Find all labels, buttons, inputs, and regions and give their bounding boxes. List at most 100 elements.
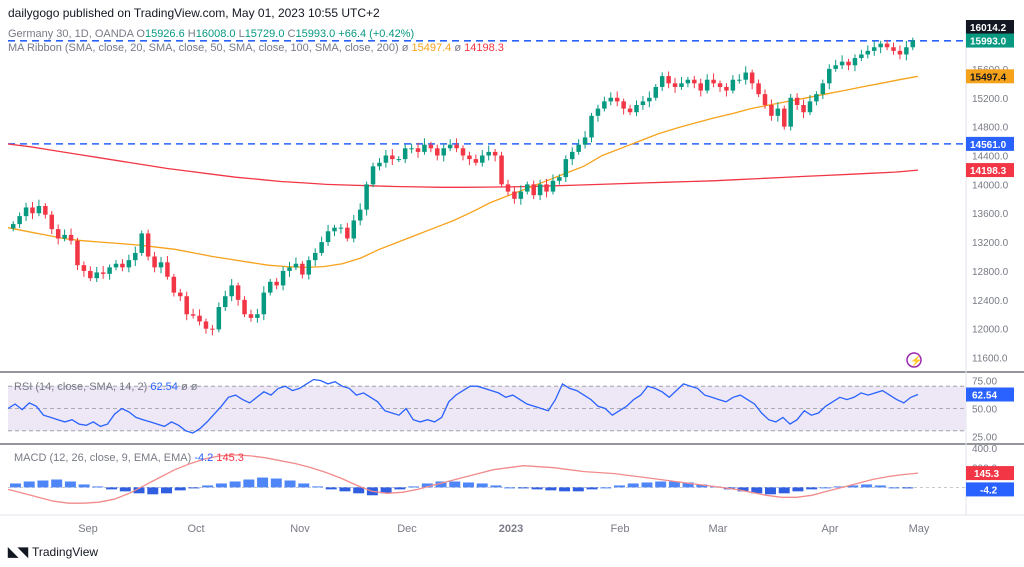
candle-body[interactable]	[435, 148, 440, 156]
candle-body[interactable]	[550, 180, 556, 192]
macd-histogram-bar[interactable]	[778, 487, 790, 494]
candle-body[interactable]	[23, 207, 29, 217]
candle-body[interactable]	[569, 151, 575, 160]
candle-body[interactable]	[133, 252, 138, 261]
candle-body[interactable]	[338, 227, 344, 229]
candle-body[interactable]	[235, 285, 241, 300]
macd-histogram-bar[interactable]	[229, 481, 241, 488]
candle-body[interactable]	[871, 47, 877, 51]
macd-histogram-bar[interactable]	[586, 487, 598, 490]
ma200-line[interactable]	[7, 143, 919, 188]
rsi-line[interactable]	[7, 378, 919, 434]
candle-body[interactable]	[647, 97, 652, 102]
candle-body[interactable]	[242, 299, 247, 315]
macd-histogram-bar[interactable]	[380, 487, 392, 494]
macd-histogram-bar[interactable]	[298, 483, 310, 488]
candle-body[interactable]	[178, 292, 183, 297]
candle-body[interactable]	[383, 155, 389, 163]
candle-body[interactable]	[839, 61, 845, 66]
candle-body[interactable]	[306, 260, 312, 275]
candle-body[interactable]	[833, 65, 838, 69]
candle-body[interactable]	[801, 104, 806, 113]
macd-histogram-bar[interactable]	[614, 485, 625, 488]
candle-body[interactable]	[666, 76, 671, 84]
macd-histogram-bar[interactable]	[641, 482, 653, 488]
macd-histogram-bar[interactable]	[353, 487, 365, 494]
candle-body[interactable]	[377, 162, 382, 167]
candle-body[interactable]	[454, 144, 459, 149]
tradingview-brand[interactable]: ◣◥ TradingView	[8, 544, 98, 560]
macd-histogram-bar[interactable]	[531, 487, 543, 490]
candle-body[interactable]	[75, 240, 80, 266]
candle-body[interactable]	[190, 314, 196, 316]
candle-body[interactable]	[614, 97, 620, 102]
candle-body[interactable]	[126, 260, 132, 268]
macd-histogram-bar[interactable]	[449, 481, 461, 488]
candle-body[interactable]	[827, 68, 832, 84]
candle-body[interactable]	[287, 267, 292, 271]
candle-body[interactable]	[107, 267, 112, 274]
candle-body[interactable]	[627, 108, 633, 113]
macd-histogram-bar[interactable]	[682, 482, 694, 488]
candle-body[interactable]	[152, 256, 157, 268]
macd-histogram-bar[interactable]	[408, 486, 420, 488]
candle-body[interactable]	[492, 151, 498, 156]
candle-body[interactable]	[897, 50, 903, 55]
candle-body[interactable]	[100, 272, 106, 274]
candle-body[interactable]	[274, 281, 279, 286]
candle-body[interactable]	[364, 184, 369, 210]
candle-body[interactable]	[184, 296, 189, 315]
macd-histogram-bar[interactable]	[504, 487, 516, 489]
candle-body[interactable]	[891, 47, 896, 51]
candle-body[interactable]	[261, 292, 267, 315]
candle-body[interactable]	[30, 207, 35, 214]
macd-histogram-bar[interactable]	[861, 484, 873, 488]
candle-body[interactable]	[595, 108, 601, 116]
candle-body[interactable]	[531, 184, 536, 196]
macd-histogram-bar[interactable]	[833, 486, 845, 488]
candle-body[interactable]	[653, 86, 659, 98]
candle-body[interactable]	[49, 214, 55, 230]
candle-body[interactable]	[505, 184, 511, 192]
candle-body[interactable]	[17, 216, 22, 225]
candle-body[interactable]	[145, 233, 151, 257]
macd-histogram-bar[interactable]	[874, 485, 886, 488]
candle-body[interactable]	[512, 191, 517, 199]
candle-body[interactable]	[878, 43, 883, 48]
rsi-pane[interactable]	[7, 378, 966, 434]
candle-body[interactable]	[229, 285, 234, 297]
alert-icon[interactable]	[906, 352, 922, 368]
candle-body[interactable]	[120, 263, 125, 268]
candle-body[interactable]	[756, 83, 761, 95]
price-axis[interactable]: EUR11600.012000.012400.012800.013200.013…	[966, 20, 1014, 497]
candle-body[interactable]	[357, 209, 363, 221]
macd-histogram-bar[interactable]	[902, 487, 914, 489]
macd-histogram-bar[interactable]	[188, 487, 200, 489]
candle-body[interactable]	[537, 184, 543, 196]
candle-body[interactable]	[775, 108, 781, 116]
candle-body[interactable]	[679, 83, 684, 87]
candle-body[interactable]	[171, 276, 177, 293]
candle-body[interactable]	[319, 242, 324, 253]
candle-body[interactable]	[737, 79, 742, 81]
candle-body[interactable]	[402, 148, 408, 160]
candle-body[interactable]	[640, 101, 646, 105]
candle-body[interactable]	[852, 58, 858, 66]
candle-body[interactable]	[602, 101, 607, 109]
candle-body[interactable]	[68, 234, 74, 241]
candle-body[interactable]	[460, 148, 466, 156]
candle-body[interactable]	[692, 79, 697, 84]
candle-body[interactable]	[216, 307, 222, 330]
macd-histogram-bar[interactable]	[819, 487, 831, 489]
candle-body[interactable]	[415, 148, 421, 152]
candle-body[interactable]	[113, 263, 119, 268]
candle-body[interactable]	[62, 234, 67, 239]
candle-body[interactable]	[467, 155, 472, 160]
macd-histogram-bar[interactable]	[421, 483, 433, 488]
candle-body[interactable]	[396, 159, 401, 161]
candle-body[interactable]	[312, 252, 318, 261]
candle-body[interactable]	[81, 265, 87, 271]
macd-histogram-bar[interactable]	[202, 485, 214, 488]
candle-body[interactable]	[55, 229, 61, 239]
